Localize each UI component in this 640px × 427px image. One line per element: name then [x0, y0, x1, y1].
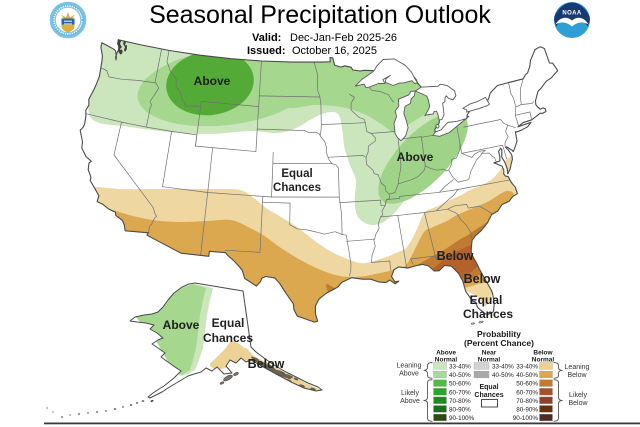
svg-text:Equal: Equal	[212, 316, 245, 330]
svg-text:Above: Above	[399, 371, 419, 378]
svg-text:Above: Above	[436, 350, 456, 357]
svg-text:Chances: Chances	[474, 392, 503, 399]
svg-text:Below: Below	[464, 272, 501, 286]
svg-text:NOAA: NOAA	[562, 11, 582, 17]
svg-text:Above: Above	[194, 74, 231, 88]
svg-text:40-50%: 40-50%	[449, 372, 471, 379]
svg-text:Equal: Equal	[479, 384, 498, 391]
svg-text:Below: Below	[568, 400, 588, 407]
svg-text:Issued:: Issued:	[247, 45, 286, 57]
svg-text:Seasonal Precipitation Outlook: Seasonal Precipitation Outlook	[149, 1, 491, 29]
svg-text:Normal: Normal	[532, 357, 555, 364]
svg-text:60-70%: 60-70%	[449, 389, 471, 396]
svg-text:Valid:: Valid:	[252, 32, 281, 44]
svg-text:60-70%: 60-70%	[516, 389, 538, 396]
svg-text:Chances: Chances	[273, 182, 321, 194]
svg-text:Near: Near	[482, 350, 497, 357]
svg-text:Equal: Equal	[281, 168, 312, 180]
svg-text:Normal: Normal	[478, 357, 501, 364]
svg-text:50-60%: 50-60%	[449, 381, 471, 388]
svg-text:Dec-Jan-Feb 2025-26: Dec-Jan-Feb 2025-26	[290, 32, 397, 44]
svg-text:Leaning: Leaning	[397, 363, 422, 370]
svg-text:Chances: Chances	[203, 331, 253, 345]
svg-text:80-90%: 80-90%	[516, 407, 538, 414]
svg-text:33-40%: 33-40%	[516, 364, 538, 371]
svg-text:90-100%: 90-100%	[449, 415, 475, 422]
svg-text:Below: Below	[437, 249, 474, 263]
svg-text:(Percent Chance): (Percent Chance)	[464, 338, 534, 348]
svg-text:Above: Above	[400, 398, 420, 405]
svg-text:October 16, 2025: October 16, 2025	[292, 45, 377, 57]
svg-text:Below: Below	[248, 357, 285, 371]
svg-text:Likely: Likely	[401, 390, 419, 397]
svg-text:Above: Above	[163, 318, 200, 332]
svg-text:Chances: Chances	[463, 307, 513, 321]
svg-text:Leaning: Leaning	[565, 364, 590, 371]
svg-text:33-40%: 33-40%	[449, 364, 471, 371]
svg-text:90-100%: 90-100%	[513, 415, 539, 422]
svg-text:Probability: Probability	[477, 329, 521, 339]
svg-text:Above: Above	[397, 150, 434, 164]
svg-text:70-80%: 70-80%	[516, 398, 538, 405]
svg-text:50-60%: 50-60%	[516, 381, 538, 388]
svg-text:40-50%: 40-50%	[516, 372, 538, 379]
svg-text:70-80%: 70-80%	[449, 398, 471, 405]
svg-text:Normal: Normal	[435, 357, 458, 364]
svg-text:33-40%: 33-40%	[492, 364, 514, 371]
svg-text:Equal: Equal	[470, 293, 503, 307]
svg-text:40-50%: 40-50%	[492, 372, 514, 379]
svg-text:Below: Below	[533, 350, 553, 357]
svg-text:Below: Below	[567, 372, 587, 379]
svg-text:80-90%: 80-90%	[449, 407, 471, 414]
svg-text:Likely: Likely	[569, 392, 587, 399]
